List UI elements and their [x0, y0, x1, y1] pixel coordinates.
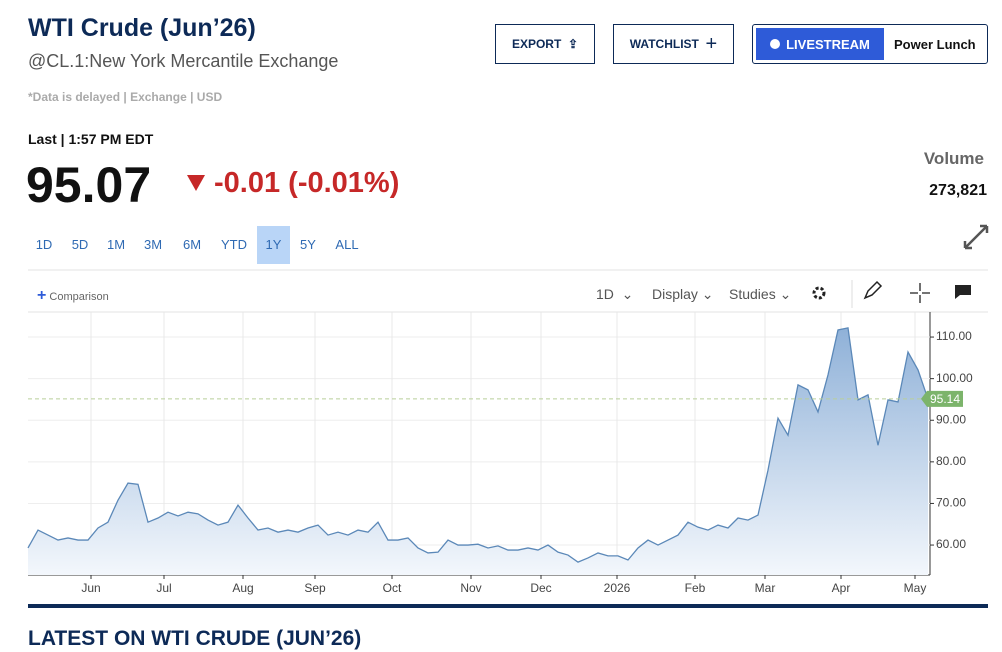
section-rule [28, 604, 988, 608]
comment-icon[interactable] [955, 285, 971, 299]
range-button[interactable]: 6M [182, 237, 202, 252]
last-value-label: 95.14 [930, 392, 960, 406]
y-tick-label: 100.00 [936, 371, 973, 385]
label: Studies [729, 286, 776, 302]
x-tick-label: Oct [383, 581, 402, 595]
range-button[interactable]: 1M [106, 237, 126, 252]
x-tick-label: Sep [304, 581, 326, 595]
crosshair-icon[interactable] [910, 283, 930, 303]
interval-menu[interactable]: 1D ⌄ [596, 286, 634, 302]
y-tick-label: 60.00 [936, 537, 966, 551]
y-tick-label: 70.00 [936, 496, 966, 510]
y-tick-label: 90.00 [936, 412, 966, 426]
disclaimer: *Data is delayed | Exchange | USD [28, 90, 223, 104]
range-button[interactable]: 3M [143, 237, 163, 252]
x-tick-label: Jul [156, 581, 171, 595]
last-label: Last | 1:57 PM EDT [28, 131, 154, 147]
display-menu[interactable]: Display ⌄ [652, 286, 714, 302]
title: WTI Crude (Jun’26) [28, 14, 256, 42]
show-name: Power Lunch [894, 36, 976, 52]
x-tick-label: Mar [755, 581, 776, 595]
volume: 273,821 [929, 182, 987, 199]
range-button[interactable]: 5D [71, 237, 89, 252]
range-button[interactable]: YTD [221, 237, 247, 252]
label: EXPORT [511, 37, 562, 51]
expand-icon[interactable] [963, 224, 989, 250]
studies-menu[interactable]: Studies ⌄ [729, 286, 792, 302]
last-value-tag [921, 390, 963, 407]
subtitle: @CL.1:New York Mercantile Exchange [28, 51, 339, 71]
export-button[interactable]: EXPORT ⇪ [495, 24, 595, 64]
x-tick-label: Aug [232, 581, 253, 595]
watchlist-button[interactable]: WATCHLIST + [613, 24, 734, 64]
label: Comparison [49, 291, 109, 303]
label: Display [652, 286, 698, 302]
range-button-active[interactable]: 1Y [257, 226, 290, 264]
comparison-button[interactable]: + Comparison [37, 287, 109, 304]
price: 95.07 [26, 157, 152, 213]
livestream-button[interactable]: LIVESTREAM [756, 28, 884, 60]
x-tick-label: 2026 [604, 581, 631, 595]
x-tick-label: Dec [530, 581, 551, 595]
down-arrow [187, 175, 205, 191]
volume-label: Volume [923, 149, 984, 168]
y-tick-label: 80.00 [936, 454, 966, 468]
livestream-box[interactable]: LIVESTREAM Power Lunch [752, 24, 988, 64]
range-button[interactable]: 1D [35, 237, 53, 252]
draw-icon[interactable] [863, 280, 883, 300]
change: -0.01 (-0.01%) [214, 167, 400, 199]
y-tick-label: 110.00 [936, 329, 972, 343]
x-tick-label: May [904, 581, 927, 595]
label: WATCHLIST [629, 37, 699, 51]
range-button[interactable]: ALL [335, 237, 359, 252]
x-tick-label: Nov [460, 581, 481, 595]
x-tick-label: Apr [832, 581, 851, 595]
area [28, 327, 928, 575]
label: 1D [596, 286, 614, 302]
range-button[interactable]: 5Y [300, 237, 316, 252]
line [27, 327, 929, 563]
x-tick-label: Jun [81, 581, 100, 595]
section-heading: LATEST ON WTI CRUDE (JUN’26) [28, 627, 362, 650]
settings-icon[interactable] [812, 286, 826, 300]
label: LIVESTREAM [786, 36, 870, 52]
x-tick-label: Feb [685, 581, 706, 595]
